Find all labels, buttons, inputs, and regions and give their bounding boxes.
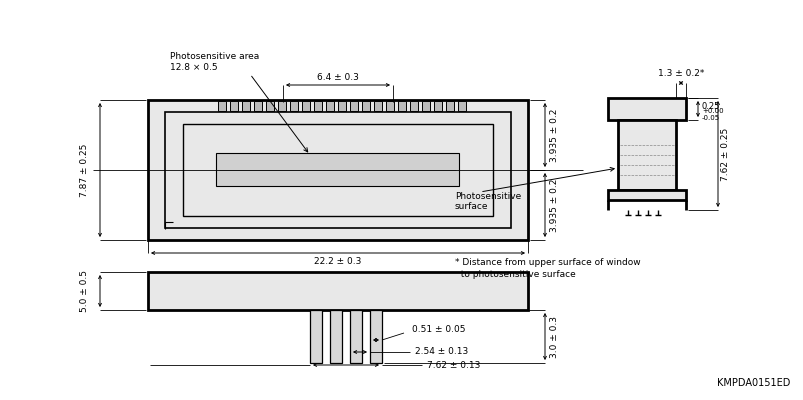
Bar xyxy=(446,101,454,111)
Bar xyxy=(361,101,369,111)
Text: 0.25: 0.25 xyxy=(701,102,719,111)
Bar xyxy=(266,101,274,111)
Bar xyxy=(302,101,310,111)
Bar xyxy=(148,100,528,240)
Text: 0.51 ± 0.05: 0.51 ± 0.05 xyxy=(411,326,465,334)
Bar xyxy=(254,101,262,111)
Text: 7.62 ± 0.25: 7.62 ± 0.25 xyxy=(720,127,730,181)
Bar xyxy=(148,272,528,310)
Text: +0.00
-0.05: +0.00 -0.05 xyxy=(701,108,723,121)
Text: 2.54 ± 0.13: 2.54 ± 0.13 xyxy=(414,348,467,356)
Text: 7.62 ± 0.13: 7.62 ± 0.13 xyxy=(426,360,479,370)
Bar xyxy=(329,310,341,363)
Bar xyxy=(218,101,226,111)
Text: 6.4 ± 0.3: 6.4 ± 0.3 xyxy=(316,72,358,82)
Text: 7.87 ± 0.25: 7.87 ± 0.25 xyxy=(80,143,89,197)
Bar xyxy=(278,101,286,111)
Text: * Distance from upper surface of window: * Distance from upper surface of window xyxy=(454,258,640,267)
Text: 3.935 ± 0.2: 3.935 ± 0.2 xyxy=(550,178,559,232)
Bar xyxy=(337,101,345,111)
Text: KMPDA0151ED: KMPDA0151ED xyxy=(715,378,789,388)
Text: 1.3 ± 0.2*: 1.3 ± 0.2* xyxy=(657,70,703,78)
Bar xyxy=(385,101,393,111)
Bar xyxy=(397,101,406,111)
Bar xyxy=(216,153,459,186)
Text: Photosensitive
surface: Photosensitive surface xyxy=(454,192,520,211)
Bar xyxy=(422,101,430,111)
Bar xyxy=(310,310,321,363)
Bar xyxy=(349,101,357,111)
Bar xyxy=(349,310,361,363)
Bar xyxy=(183,124,492,216)
Bar xyxy=(373,101,381,111)
Bar xyxy=(314,101,321,111)
Bar xyxy=(607,98,685,120)
Bar xyxy=(434,101,442,111)
Text: Photosensitive area
12.8 × 0.5: Photosensitive area 12.8 × 0.5 xyxy=(169,52,259,72)
Bar xyxy=(325,101,333,111)
Bar xyxy=(369,310,381,363)
Bar xyxy=(410,101,418,111)
Text: to photosensitive surface: to photosensitive surface xyxy=(454,270,575,279)
Bar xyxy=(242,101,250,111)
Bar xyxy=(458,101,466,111)
Bar xyxy=(607,190,685,200)
Bar xyxy=(618,120,675,190)
Text: 3.0 ± 0.3: 3.0 ± 0.3 xyxy=(550,316,559,358)
Text: 22.2 ± 0.3: 22.2 ± 0.3 xyxy=(314,258,361,266)
Bar xyxy=(165,112,511,228)
Bar xyxy=(290,101,298,111)
Text: 5.0 ± 0.5: 5.0 ± 0.5 xyxy=(80,270,89,312)
Text: 3.935 ± 0.2: 3.935 ± 0.2 xyxy=(550,108,559,162)
Bar xyxy=(230,101,238,111)
